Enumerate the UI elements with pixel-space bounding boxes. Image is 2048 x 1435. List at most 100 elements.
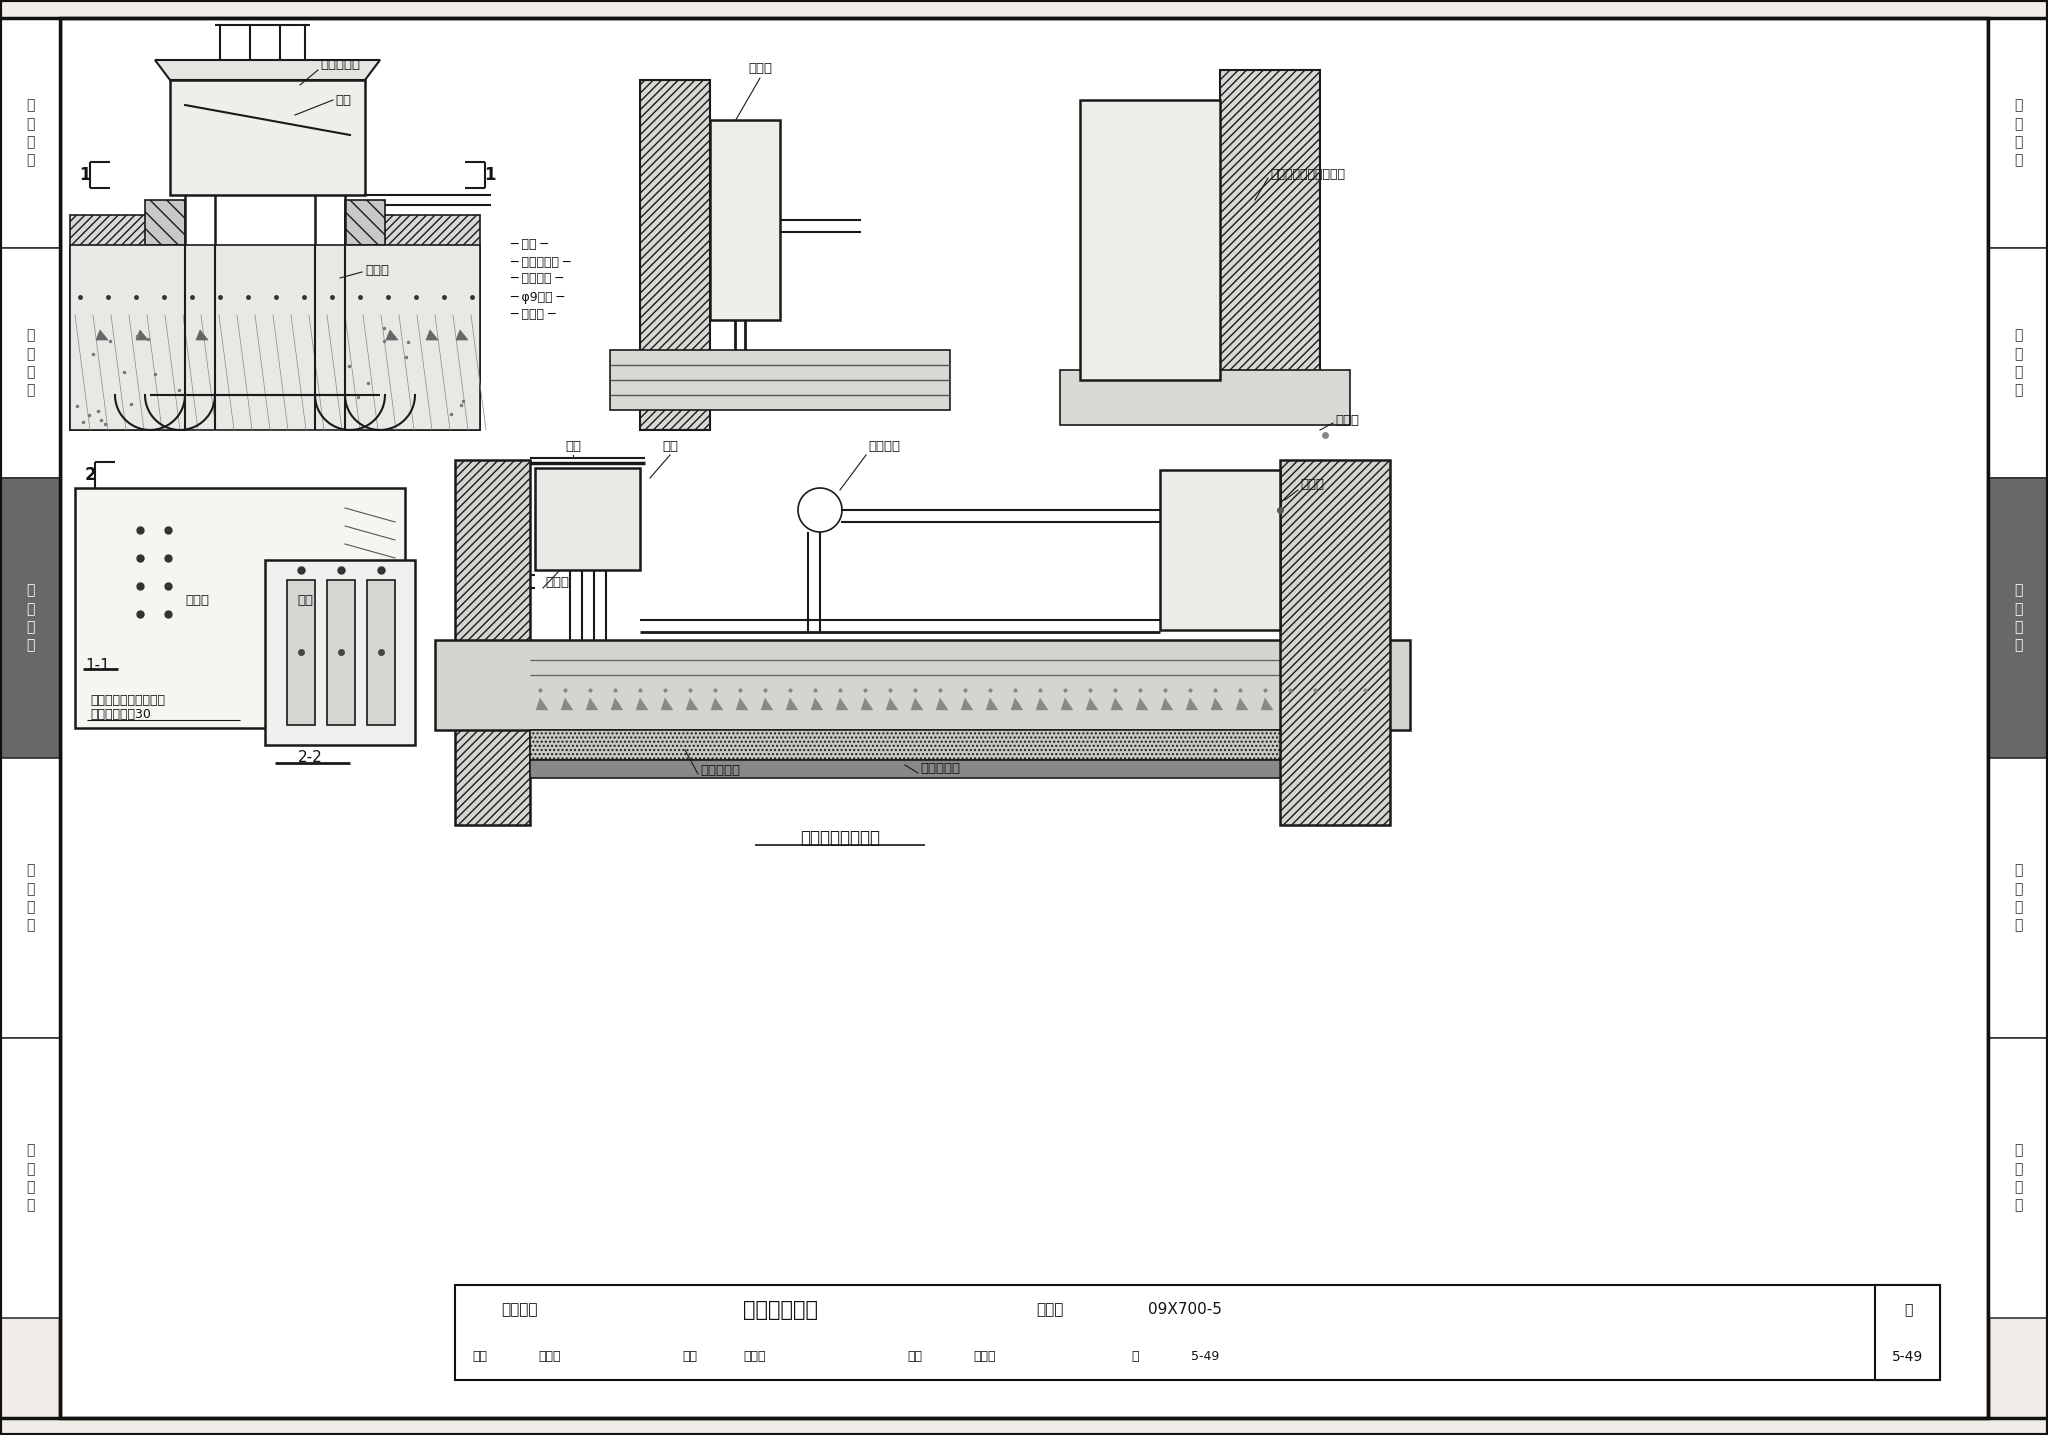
Text: 1-1: 1-1 [86,657,111,673]
Text: ─ 混凝土 ─: ─ 混凝土 ─ [510,309,555,321]
Text: 校对: 校对 [682,1350,698,1363]
Bar [0,248,59,478]
Text: ─ 防水沥青 ─: ─ 防水沥青 ─ [510,271,563,284]
Polygon shape [1286,697,1298,710]
Polygon shape [197,330,209,340]
Polygon shape [385,330,397,340]
Bar [76,488,406,728]
Polygon shape [711,697,723,710]
Polygon shape [70,215,184,430]
Polygon shape [1311,697,1323,710]
Polygon shape [537,697,549,710]
Text: ─ 矿渣混凝土 ─: ─ 矿渣混凝土 ─ [510,255,571,268]
Text: 矿渣混凝土: 矿渣混凝土 [700,763,739,776]
Polygon shape [426,330,438,340]
Polygon shape [1221,70,1321,420]
Bar [455,1284,1939,1380]
Bar [1989,1038,2048,1317]
Text: 防
雷
接
地: 防 雷 接 地 [2013,1144,2021,1213]
Polygon shape [961,697,973,710]
Polygon shape [1012,697,1024,710]
Text: 焊接: 焊接 [297,594,313,607]
Bar [287,580,315,725]
Bar [1989,248,2048,478]
Text: 设计: 设计 [907,1350,922,1363]
Text: 李绕端: 李绕端 [743,1350,766,1363]
Text: 防水接线盒: 防水接线盒 [319,59,360,72]
Polygon shape [561,697,573,710]
Text: ─ 灰浆 ─: ─ 灰浆 ─ [510,238,549,251]
Polygon shape [145,199,184,245]
Polygon shape [1186,697,1198,710]
Text: 沥青防水层: 沥青防水层 [920,762,961,775]
Bar [1079,100,1221,380]
Polygon shape [1110,697,1122,710]
Polygon shape [1137,697,1149,710]
Text: 机
房
工
程: 机 房 工 程 [2013,99,2021,168]
Text: 焊接: 焊接 [336,93,350,106]
Text: 箱与墙之间用树脂密封: 箱与墙之间用树脂密封 [1270,168,1346,181]
Bar [0,1038,59,1317]
Text: 图集号: 图集号 [1036,1303,1063,1317]
Polygon shape [936,697,948,710]
Polygon shape [860,697,872,710]
Text: 为了防止水流入管内，: 为了防止水流入管内， [90,693,166,706]
Text: 设
备
安
装: 设 备 安 装 [27,864,35,933]
Text: 页: 页 [1130,1350,1139,1363]
Text: 设
备
安
装: 设 备 安 装 [2013,864,2021,933]
Polygon shape [911,697,924,710]
Polygon shape [1061,370,1350,425]
Bar [1159,471,1280,630]
Bar [711,121,780,320]
Text: 管口高出箱底30: 管口高出箱底30 [90,707,152,720]
Polygon shape [637,697,647,710]
Bar [535,468,639,570]
Polygon shape [530,730,1391,761]
Bar [1989,478,2048,758]
Polygon shape [1280,461,1391,825]
Bar [0,758,59,1038]
Text: 机
房
工
程: 机 房 工 程 [27,99,35,168]
Text: 缆线敷设: 缆线敷设 [502,1303,539,1317]
Text: 线缆防水施工: 线缆防水施工 [743,1300,817,1320]
Polygon shape [1335,697,1348,710]
Polygon shape [762,697,772,710]
Polygon shape [135,330,147,340]
Polygon shape [836,697,848,710]
Polygon shape [344,215,479,430]
Text: 接线盒: 接线盒 [748,62,772,75]
Polygon shape [610,350,950,410]
Text: 09X700-5: 09X700-5 [1149,1303,1223,1317]
Polygon shape [686,697,698,710]
Polygon shape [1061,697,1073,710]
Polygon shape [662,697,674,710]
Polygon shape [985,697,997,710]
Text: 泄水孔: 泄水孔 [1300,478,1323,492]
Polygon shape [530,761,1391,778]
Polygon shape [96,330,109,340]
Text: 连接盒: 连接盒 [545,575,569,588]
Polygon shape [610,697,623,710]
Bar [1989,758,2048,1038]
Polygon shape [457,330,469,340]
Polygon shape [70,245,479,430]
Polygon shape [156,60,381,80]
Polygon shape [639,80,711,430]
Polygon shape [586,697,598,710]
Polygon shape [434,640,1409,730]
Polygon shape [1237,697,1247,710]
Text: 审核: 审核 [473,1350,487,1363]
Text: 2-2: 2-2 [297,751,322,765]
Text: 2: 2 [84,466,96,484]
Polygon shape [887,697,897,710]
Text: 1: 1 [80,166,90,184]
Polygon shape [1085,697,1098,710]
Bar [0,19,59,248]
Text: 缆
线
敟
设: 缆 线 敟 设 [2013,584,2021,653]
Polygon shape [455,461,530,825]
Text: 泄水孔: 泄水孔 [184,594,209,607]
Polygon shape [1210,697,1223,710]
Polygon shape [1036,697,1049,710]
Bar [328,580,354,725]
Polygon shape [735,697,748,710]
